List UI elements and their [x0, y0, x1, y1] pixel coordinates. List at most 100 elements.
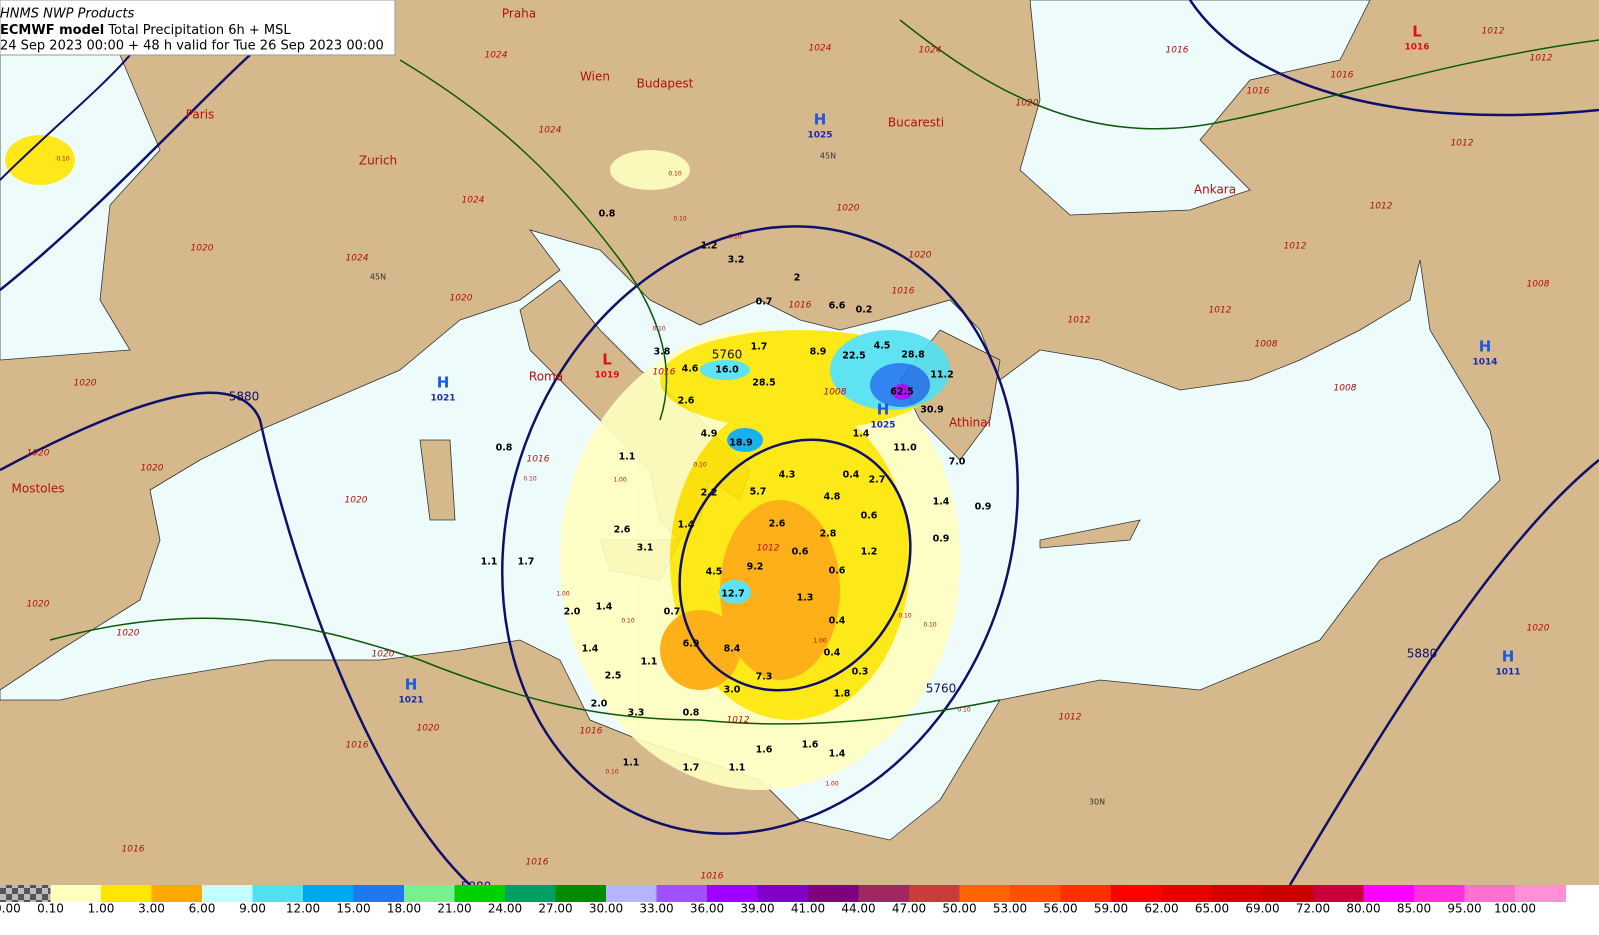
precip-label: 1.1	[641, 657, 658, 668]
legend-label: 80.00	[1346, 902, 1380, 916]
precip-label: 0.6	[861, 511, 878, 522]
isobar-label: 1016	[1247, 87, 1270, 97]
small-label: 0.10	[652, 326, 666, 333]
height-label: 5760	[712, 348, 743, 362]
legend-label: 30.00	[589, 902, 623, 916]
legend-label: 27.00	[538, 902, 572, 916]
precip-label: 0.7	[756, 297, 773, 308]
legend-swatch	[1313, 885, 1364, 902]
legend-swatch	[858, 885, 910, 902]
precip-label: 62.5	[890, 387, 913, 398]
isobar-label: 1012	[1059, 713, 1082, 723]
small-label: 0.10	[693, 462, 707, 469]
isobar-label: 1016	[789, 301, 812, 311]
legend-label: 44.00	[841, 902, 875, 916]
legend-swatch	[353, 885, 405, 902]
isobar-label: 1020	[27, 600, 50, 610]
small-label: 0.10	[923, 622, 937, 629]
height-label: 5760	[926, 682, 957, 696]
isobar-label: 1016	[1166, 46, 1189, 56]
precip-label: 2.6	[769, 519, 786, 530]
precip-label: 1.4	[853, 429, 870, 440]
isobar-label: 1016	[653, 368, 676, 378]
pressure-symbol: L	[1412, 23, 1422, 41]
pressure-symbol: H	[405, 676, 418, 694]
pressure-symbol: H	[437, 374, 450, 392]
isobar-label: 1012	[727, 716, 750, 726]
pressure-value: 1025	[807, 131, 832, 141]
precip-label: 2.6	[614, 525, 631, 536]
header-line: 24 Sep 2023 00:00 + 48 h valid for Tue 2…	[0, 39, 384, 54]
precip-label: 3.2	[728, 255, 745, 266]
isobar-label: 1024	[485, 51, 508, 61]
precip-label: 8.4	[724, 644, 741, 655]
isobar-label: 1012	[1068, 316, 1091, 326]
precip-label: 5.7	[750, 487, 767, 498]
legend-swatch	[656, 885, 708, 902]
legend-label: 9.00	[239, 902, 266, 916]
legend-label: 72.00	[1296, 902, 1330, 916]
precip-label: 1.7	[518, 557, 535, 568]
isobar-label: 1020	[837, 204, 860, 214]
legend-swatch	[1414, 885, 1465, 902]
legend-label: 47.00	[892, 902, 926, 916]
precip-label: 28.8	[901, 350, 925, 361]
isobar-label: 1016	[892, 287, 915, 297]
precip-label: 1.3	[797, 593, 814, 604]
header-line: ECMWF model Total Precipitation 6h + MSL	[0, 23, 291, 38]
precip-label: 1.7	[751, 342, 768, 353]
legend-swatch	[1515, 885, 1566, 902]
precip-label: 1.8	[834, 689, 851, 700]
precip-label: 0.2	[856, 305, 873, 316]
precip-label: 3.1	[637, 543, 654, 554]
precip-label: 9.2	[747, 562, 764, 573]
isobar-label: 1024	[919, 46, 942, 56]
isobar-label: 1024	[809, 44, 832, 54]
precip-label: 0.9	[933, 534, 950, 545]
small-label: 0.10	[957, 707, 971, 714]
isobar-label: 1016	[580, 727, 603, 737]
map-labels: Praha Wien Budapest Paris Zurich Bucaresti Ank…	[12, 7, 1553, 894]
city-label: Mostoles	[12, 482, 65, 496]
precip-label: 2.6	[678, 396, 695, 407]
precip-label: 0.6	[792, 547, 809, 558]
precip-label: 0.7	[664, 607, 681, 618]
legend-swatch	[1010, 885, 1061, 902]
pressure-symbol: H	[814, 111, 827, 129]
legend-label: 53.00	[993, 902, 1027, 916]
legend-swatch	[303, 885, 354, 902]
precip-label: 1.6	[802, 740, 819, 751]
precip-label: 1.1	[623, 758, 640, 769]
height-label: 5880	[229, 390, 260, 404]
precip-label: 2.8	[820, 529, 837, 540]
pressure-value: 1011	[1495, 668, 1520, 678]
small-label: 1.00	[556, 591, 570, 598]
small-label: 1.00	[813, 638, 827, 645]
isobar-label: 1020	[450, 294, 473, 304]
legend-label: 85.00	[1397, 902, 1431, 916]
isobar-label: 1020	[345, 496, 368, 506]
precip-label: 0.9	[975, 502, 992, 513]
legend-label: 24.00	[488, 902, 522, 916]
precip-label: 0.4	[843, 470, 860, 481]
precip-label: 1.2	[861, 547, 878, 558]
precip-label: 4.5	[706, 567, 723, 578]
legend-label: 18.00	[387, 902, 421, 916]
isobar-label: 1020	[141, 464, 164, 474]
legend-label: 100.00	[1494, 902, 1536, 916]
legend-label: 0.10	[37, 902, 64, 916]
precip-label: 1.2	[701, 241, 718, 252]
legend-label: 12.00	[286, 902, 320, 916]
legend-label: 6.00	[189, 902, 216, 916]
isobar-label: 1024	[346, 254, 369, 264]
isobar-label: 1012	[1284, 242, 1307, 252]
isobar-label: 1008	[1255, 340, 1278, 350]
pressure-symbol: H	[1502, 648, 1515, 666]
precip-label: 0.8	[683, 708, 700, 719]
precip-label: 2.0	[591, 699, 608, 710]
model-name: ECMWF model	[0, 23, 104, 38]
legend-swatch	[555, 885, 607, 902]
precip-label: 3.0	[724, 685, 741, 696]
legend-swatch	[1060, 885, 1112, 902]
small-label: 0.10	[728, 234, 742, 241]
